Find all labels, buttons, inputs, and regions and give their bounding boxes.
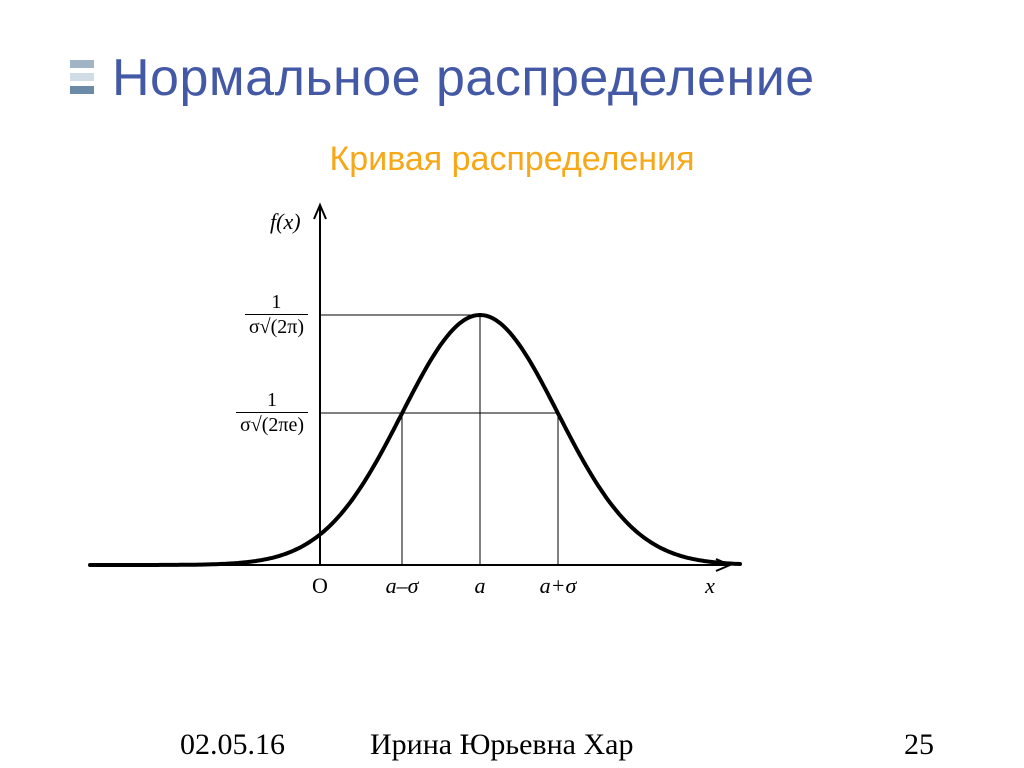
ytick-peak-den: σ√(2π) bbox=[245, 316, 308, 338]
slide-subtitle: Кривая распределения bbox=[0, 140, 1024, 179]
footer-date: 02.05.16 bbox=[180, 728, 285, 762]
fraction-line bbox=[245, 314, 308, 315]
y-axis-label: f(x) bbox=[270, 209, 301, 235]
title-bullet bbox=[70, 60, 94, 94]
xtick-a_minus_sigma: a–σ bbox=[386, 573, 420, 598]
bullet-bar-2 bbox=[70, 73, 94, 81]
ytick-inflect-num: 1 bbox=[236, 389, 308, 411]
xtick-origin: O bbox=[312, 573, 328, 598]
bullet-bar-3 bbox=[70, 86, 94, 94]
fraction-line bbox=[236, 412, 308, 413]
slide-title: Нормальное распределение bbox=[112, 48, 815, 108]
xtick-x_end: x bbox=[704, 573, 715, 598]
ytick-peak: 1 σ√(2π) bbox=[245, 291, 308, 338]
footer-page: 25 bbox=[904, 728, 934, 762]
xtick-a: a bbox=[475, 573, 486, 598]
ytick-peak-num: 1 bbox=[245, 291, 308, 313]
ytick-inflection: 1 σ√(2πe) bbox=[236, 389, 308, 436]
bullet-bar-1 bbox=[70, 60, 94, 68]
footer-author: Ирина Юрьевна Хар bbox=[370, 728, 633, 762]
distribution-chart: Oa–σ a a+σ x f(x) 1 σ√(2π) 1 σ√(2πe) bbox=[180, 195, 820, 635]
xtick-a_plus_sigma: a+σ bbox=[540, 573, 578, 598]
ytick-inflect-den: σ√(2πe) bbox=[236, 414, 308, 436]
